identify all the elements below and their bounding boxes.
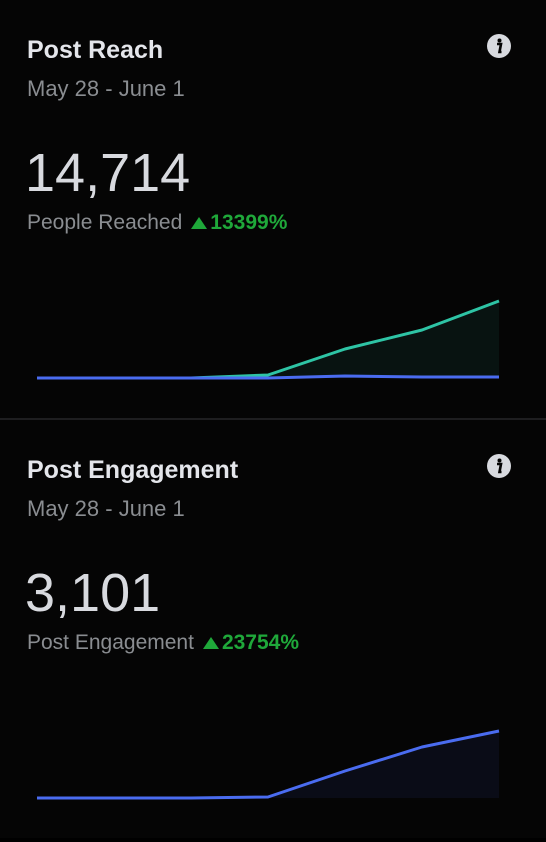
date-range: May 28 - June 1 — [27, 76, 185, 101]
metric-label: People Reached — [27, 211, 183, 234]
post-reach-card: Post Reach May 28 - June 1 14,714 People… — [0, 0, 546, 418]
change-percent: 23754% — [221, 631, 300, 654]
info-icon[interactable] — [486, 453, 512, 479]
post-engagement-card: Post Engagement May 28 - June 1 3,101 Po… — [0, 420, 546, 838]
series-line — [37, 729, 500, 800]
metric-value: 14,714 — [25, 143, 191, 203]
series-line — [37, 374, 499, 380]
metric-value: 3,101 — [25, 563, 161, 623]
sparkline — [37, 729, 500, 800]
info-icon[interactable] — [486, 33, 512, 59]
metric-row: People Reached 13399% — [27, 211, 287, 235]
date-range: May 28 - June 1 — [27, 496, 185, 521]
up-arrow — [202, 637, 219, 650]
card-title: Post Reach — [27, 36, 164, 64]
area-fill — [37, 731, 499, 798]
up-arrow — [191, 217, 208, 230]
card-title: Post Engagement — [27, 456, 239, 484]
metric-row: Post Engagement 23754% — [27, 631, 299, 655]
metric-label: Post Engagement — [27, 631, 194, 654]
sparkline — [37, 299, 500, 380]
change-percent: 13399% — [210, 211, 288, 234]
divider — [0, 418, 546, 420]
area-fill — [37, 301, 499, 378]
